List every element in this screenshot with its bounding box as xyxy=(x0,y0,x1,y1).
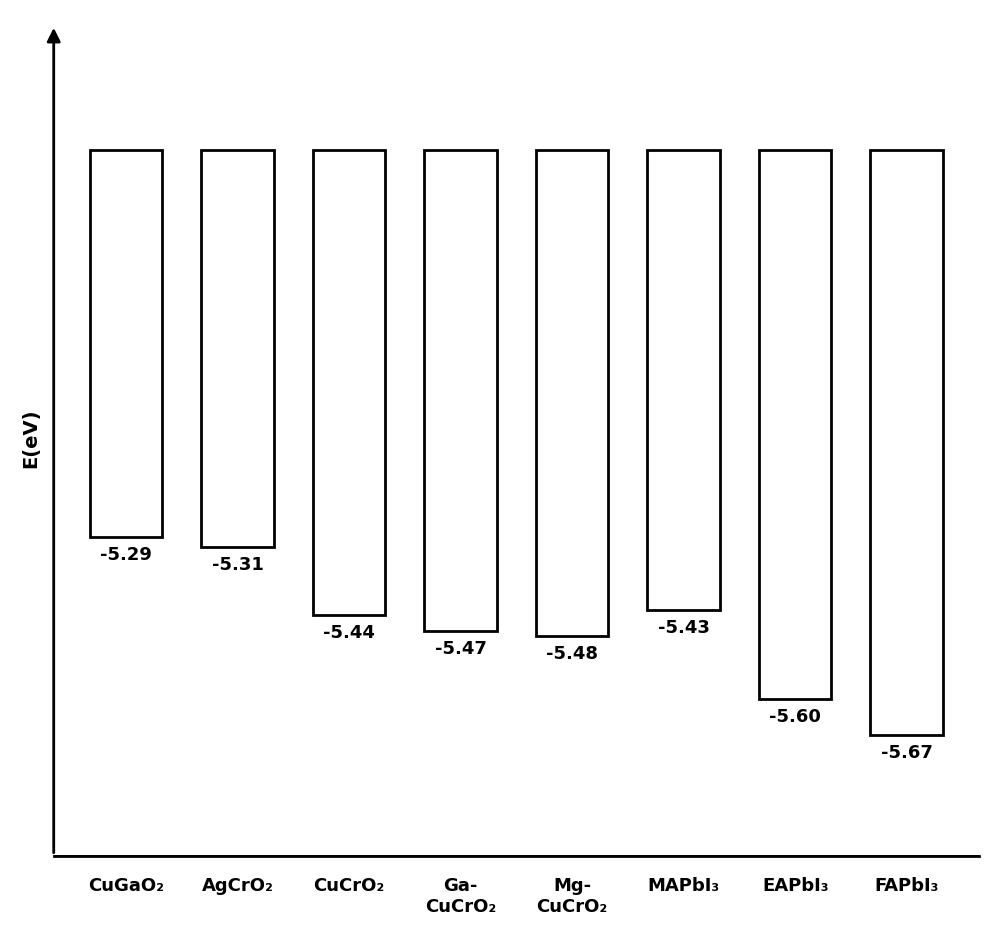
Text: -5.48: -5.48 xyxy=(546,644,598,663)
Text: -5.47: -5.47 xyxy=(435,639,487,657)
Bar xyxy=(313,152,385,616)
Bar xyxy=(870,152,943,736)
Bar xyxy=(90,152,162,537)
Text: -5.44: -5.44 xyxy=(323,623,375,641)
Text: -5.29: -5.29 xyxy=(100,545,152,563)
Text: -5.67: -5.67 xyxy=(881,743,933,761)
Y-axis label: E(eV): E(eV) xyxy=(21,408,40,468)
Text: -5.60: -5.60 xyxy=(769,707,821,724)
Bar xyxy=(536,152,608,636)
Text: -5.43: -5.43 xyxy=(658,618,710,636)
Bar xyxy=(759,152,831,699)
Bar xyxy=(647,152,720,610)
Bar xyxy=(201,152,274,548)
Text: -5.31: -5.31 xyxy=(212,556,264,574)
Bar xyxy=(424,152,497,631)
